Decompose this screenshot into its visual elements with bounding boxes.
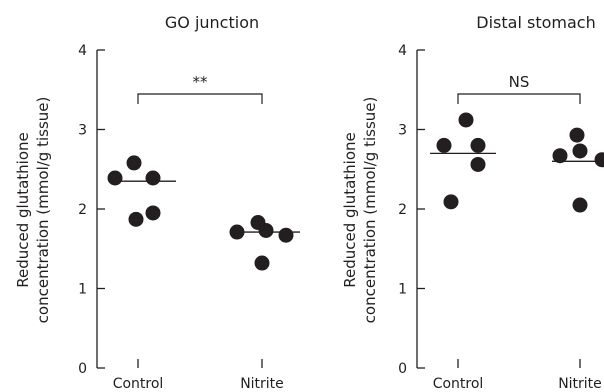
data-point (230, 225, 245, 240)
data-point (255, 256, 270, 271)
y-axis-label: concentration (mmol/g tissue) (361, 97, 379, 324)
category-label: Nitrite (240, 376, 284, 392)
y-tick-label: 0 (398, 361, 407, 377)
y-tick-label: 1 (78, 282, 87, 298)
data-point (129, 212, 144, 227)
y-tick-label: 0 (78, 361, 87, 377)
y-axis-label: Reduced glutathione (341, 132, 359, 288)
chart-title: Distal stomach (476, 13, 595, 32)
data-point (279, 228, 294, 243)
data-point (146, 170, 161, 185)
y-tick-label: 3 (398, 123, 407, 139)
y-tick-label: 2 (398, 202, 407, 218)
data-point (573, 198, 588, 213)
y-tick-label: 1 (398, 282, 407, 298)
y-axis-label: Reduced glutathione (14, 132, 32, 288)
y-tick-label: 4 (78, 43, 87, 59)
y-axis-label: concentration (mmol/g tissue) (34, 97, 52, 324)
chart-title: GO junction (165, 13, 259, 32)
data-point (573, 143, 588, 158)
data-point (471, 157, 486, 172)
significance-bracket (138, 94, 262, 104)
y-tick-label: 4 (398, 43, 407, 59)
data-point (570, 128, 585, 143)
data-point (127, 155, 142, 170)
panel-go-junction: GO junction 0 1 2 3 4 Control Nitrite Reduced gl… (14, 13, 300, 392)
significance-bracket (458, 94, 580, 104)
category-label: Control (113, 376, 164, 392)
data-point (595, 152, 604, 167)
data-point (444, 194, 459, 209)
data-point (146, 205, 161, 220)
significance-label: NS (509, 73, 530, 91)
data-point (437, 138, 452, 153)
significance-label: ** (193, 73, 209, 91)
data-point (553, 148, 568, 163)
category-label: Nitrite (558, 376, 602, 392)
data-point (108, 170, 123, 185)
y-tick-label: 3 (78, 123, 87, 139)
category-label: Control (433, 376, 484, 392)
data-point (459, 112, 474, 127)
data-point (471, 138, 486, 153)
panel-distal-stomach: Distal stomach 0 1 2 3 4 Control Nitrite Reduced… (341, 13, 604, 392)
y-tick-label: 2 (78, 202, 87, 218)
data-point (259, 223, 274, 238)
